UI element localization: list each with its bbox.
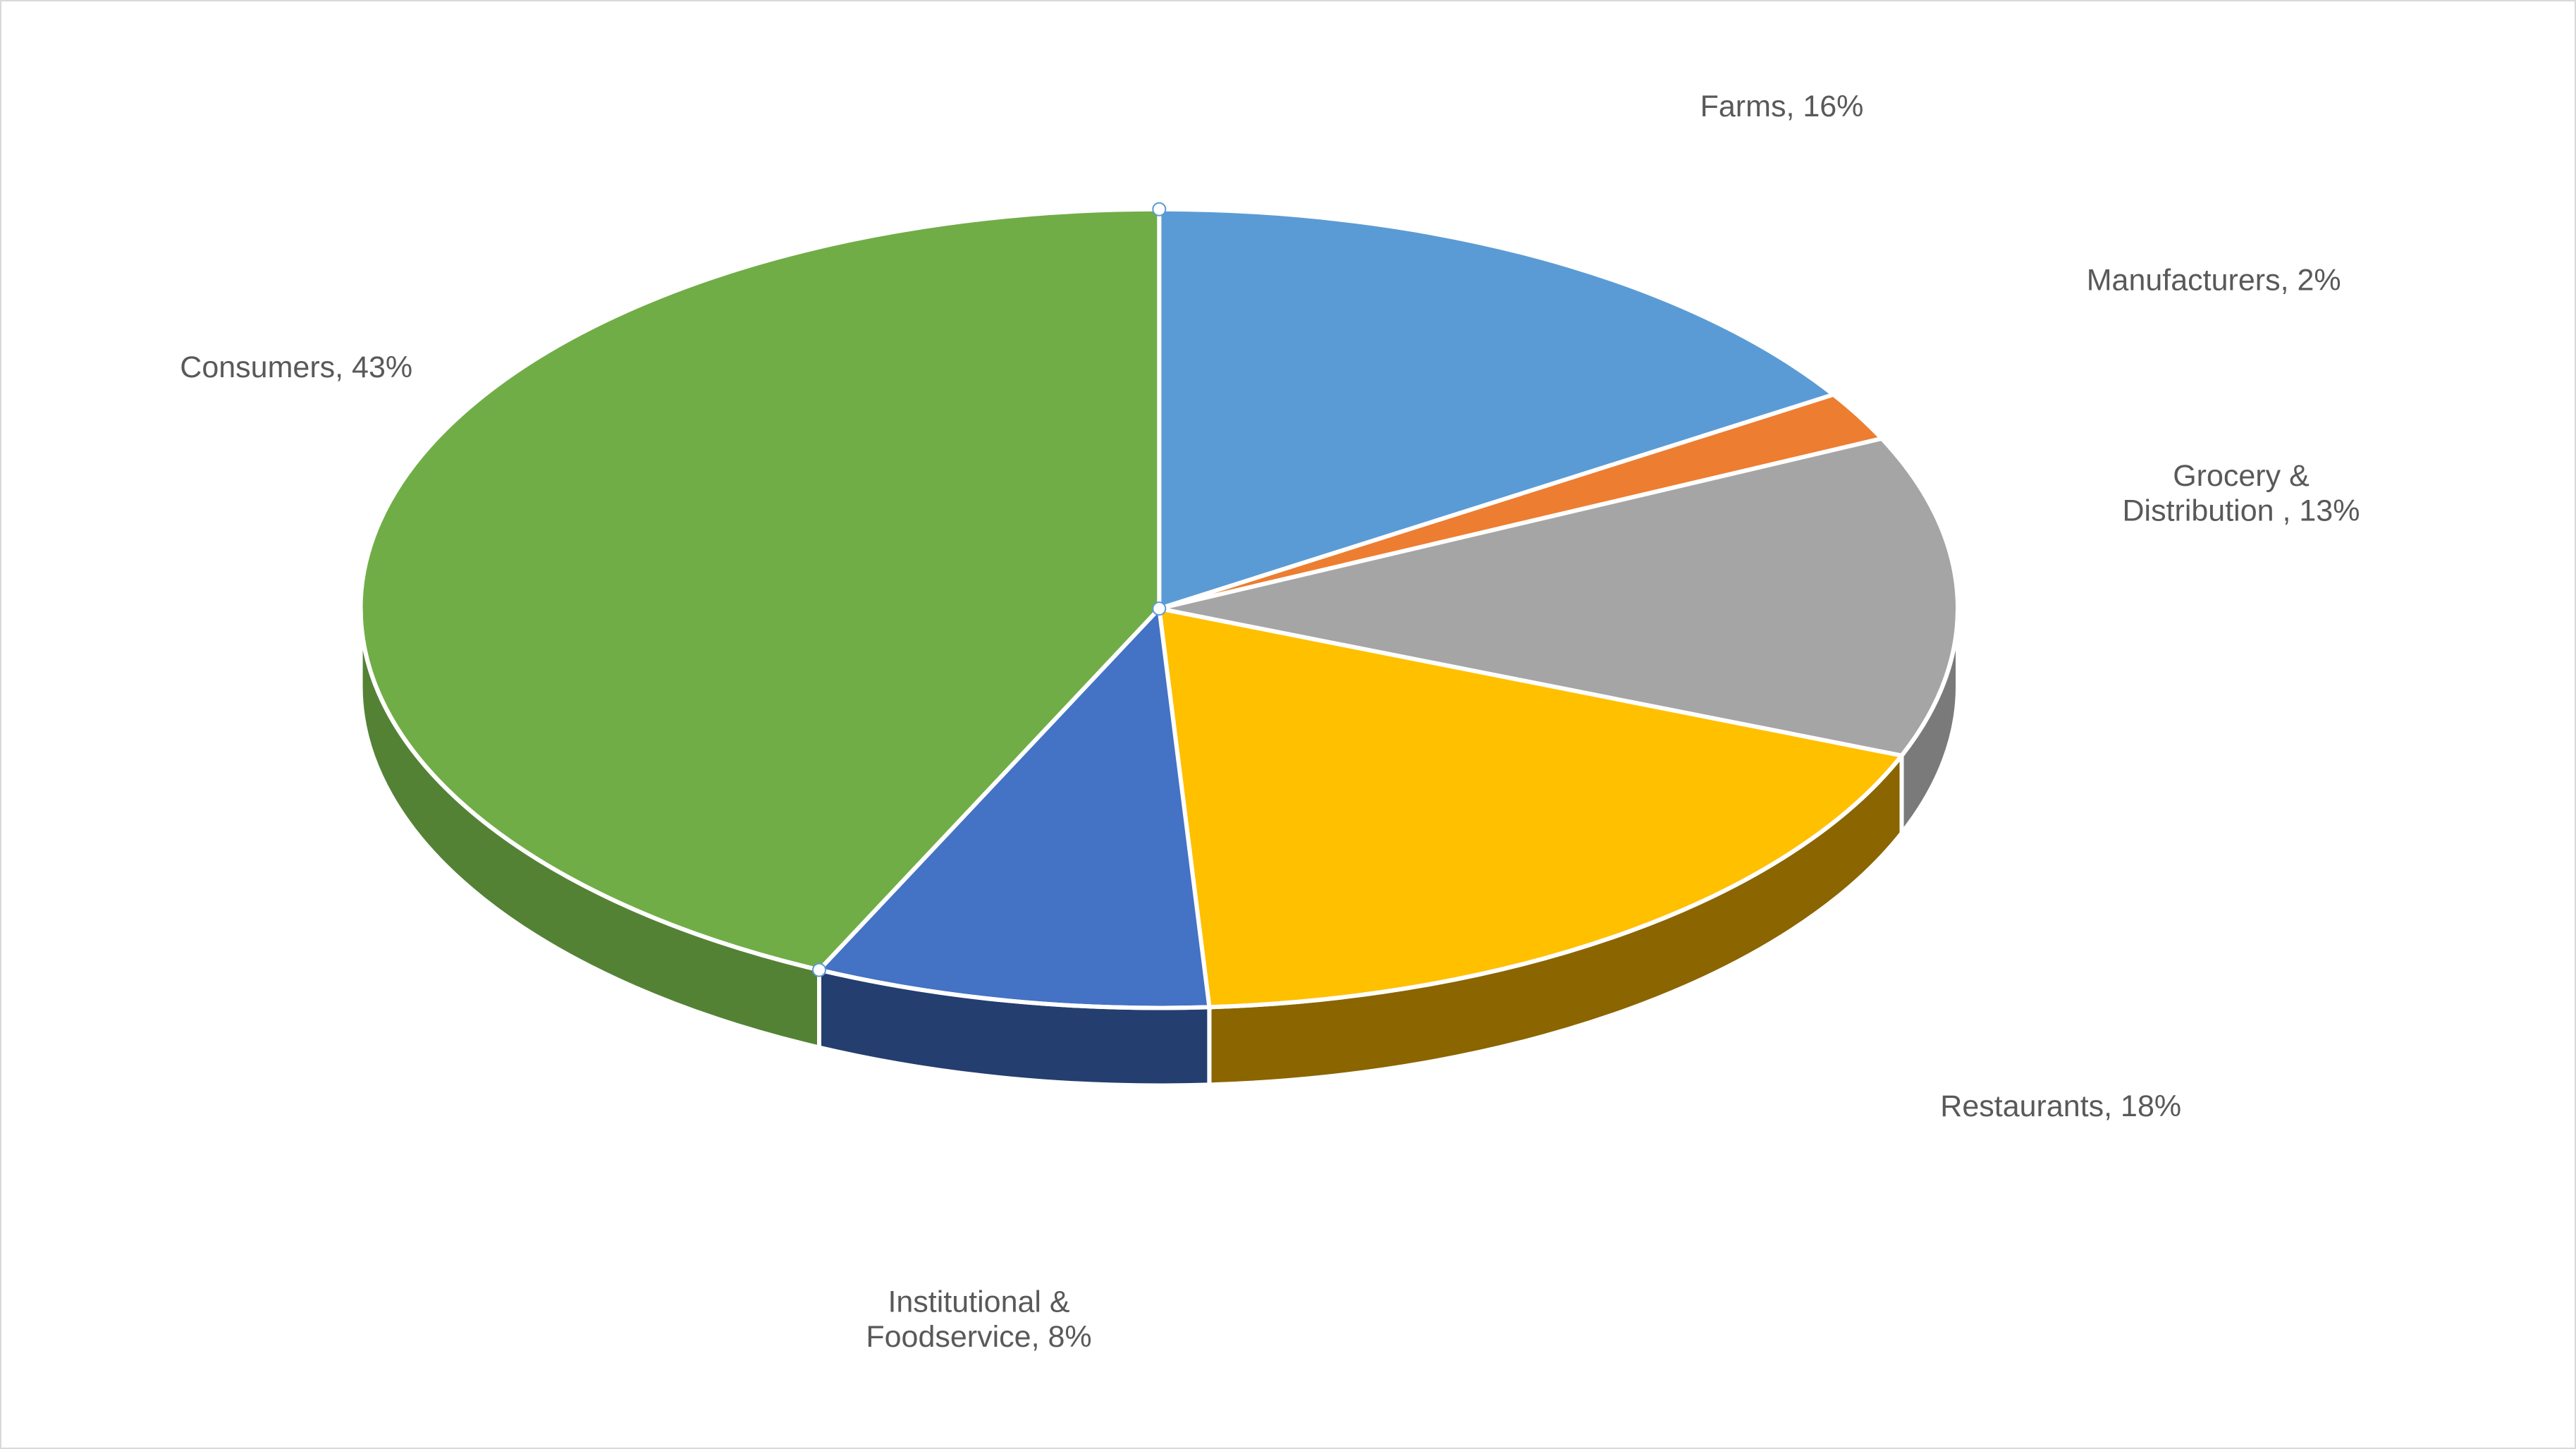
- selection-marker: [1153, 203, 1165, 216]
- data-label: Institutional &Foodservice, 8%: [866, 1285, 1091, 1354]
- pie3d-chart: Farms, 16%Manufacturers, 2%Grocery &Dist…: [0, 0, 2576, 1449]
- pie-chart-container: Farms, 16%Manufacturers, 2%Grocery &Dist…: [0, 0, 2576, 1449]
- data-label: Restaurants, 18%: [1940, 1089, 2181, 1123]
- selection-marker: [1153, 602, 1165, 615]
- data-label: Consumers, 43%: [180, 350, 412, 384]
- data-label: Farms, 16%: [1700, 90, 1864, 123]
- selection-marker: [813, 964, 826, 977]
- data-label: Manufacturers, 2%: [2087, 264, 2341, 298]
